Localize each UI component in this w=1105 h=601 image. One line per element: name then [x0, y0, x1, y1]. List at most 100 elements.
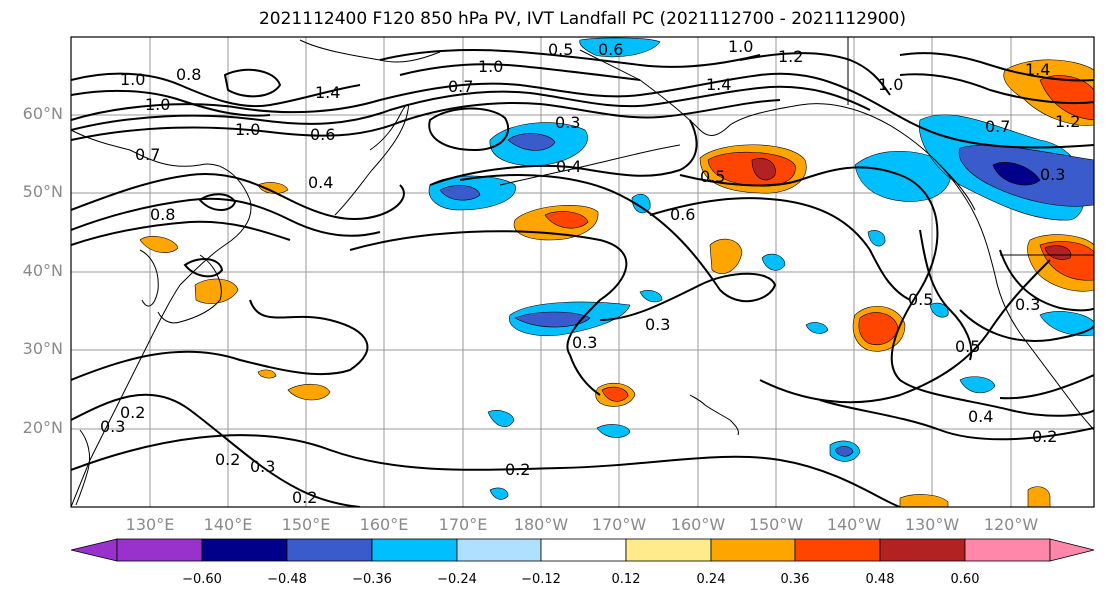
coast-korea: [139, 249, 159, 307]
contour-label: 1.2: [778, 47, 803, 66]
contour-label: 0.3: [1040, 165, 1065, 184]
lon-label: 130°E: [125, 515, 175, 534]
contour-0-2-south: [71, 434, 901, 507]
contour-nw-2: [71, 89, 271, 117]
colorbar-tick-label: −0.24: [437, 572, 477, 587]
contour-closed-2: [198, 193, 237, 211]
shade-negative-small-6: [805, 322, 829, 334]
contour-label: 0.8: [150, 205, 175, 224]
coast-us-west: [994, 274, 1094, 431]
contour-label: 0.3: [250, 457, 275, 476]
contour-label: 0.8: [176, 65, 201, 84]
contour-label: 0.6: [670, 205, 695, 224]
coast-philippines: [75, 429, 91, 506]
colorbar-tick-label: 0.12: [611, 572, 641, 587]
lon-label: 140°W: [826, 515, 882, 534]
shade-negative-kamchatka-inner: [439, 185, 481, 201]
contour-n-2: [399, 63, 641, 81]
colorbar-tick-label: 0.60: [950, 572, 980, 587]
shade-positive-small-2: [287, 383, 331, 401]
shade-positive-small-4: [257, 182, 289, 194]
contour-label: 0.2: [120, 403, 145, 422]
shade-positive-midpac-north-inner: [544, 211, 589, 229]
lon-label: 120°W: [983, 515, 1039, 534]
contour-label: 0.4: [556, 157, 581, 176]
contour-label: 0.5: [548, 40, 573, 59]
ivt-shading: [139, 37, 1094, 507]
coast-kamchatka: [334, 104, 409, 216]
lon-label: 160°W: [670, 515, 726, 534]
contour-label: 0.7: [448, 77, 473, 96]
contour-label: 0.2: [1032, 427, 1057, 446]
colorbar-bin: [286, 538, 373, 562]
contour-closed-3: [183, 258, 224, 278]
shade-positive-small-6: [1027, 486, 1051, 507]
contour-label: 0.3: [100, 417, 125, 436]
lon-label: 170°E: [438, 515, 488, 534]
colorbar-tick-label: 0.24: [696, 572, 726, 587]
colorbar-bin: [710, 538, 796, 562]
contour-label: 0.6: [598, 40, 623, 59]
contour-label: 0.2: [505, 460, 530, 479]
coastlines: [71, 37, 1094, 507]
colorbar-bin: [879, 538, 966, 562]
contour-label: 1.4: [315, 83, 340, 102]
contour-0-3-west: [759, 259, 1051, 404]
shade-negative-small-1: [631, 193, 651, 214]
lat-label: 30°N: [22, 339, 63, 358]
map-gridlines: [71, 37, 1094, 507]
shade-negative-midpac-inner: [514, 311, 591, 328]
contour-label: 1.0: [728, 37, 753, 56]
contour-0-5-c: [919, 229, 973, 361]
contour-jp-1: [71, 173, 405, 221]
contour-0-3-se: [999, 249, 1094, 312]
coast-asia: [71, 129, 252, 507]
shade-positive-small-5: [899, 494, 949, 507]
lon-label: 150°W: [748, 515, 804, 534]
lat-label: 50°N: [22, 182, 63, 201]
shade-positive-subtrop-inner: [601, 386, 629, 402]
contour-ne-3: [71, 99, 781, 141]
coast-bc: [934, 159, 996, 276]
colorbar-tick-label: 0.48: [865, 572, 895, 587]
map-title: 2021112400 F120 850 hPa PV, IVT Landfall…: [258, 9, 906, 29]
contour-0-3-mid: [349, 230, 628, 396]
contour-closed-1: [428, 107, 510, 152]
contour-label: 0.2: [292, 488, 317, 507]
contour-label: 1.4: [706, 75, 731, 94]
contour-east-1: [899, 52, 1094, 82]
colorbar-bin: [371, 538, 458, 562]
colorbar-bin: [625, 538, 712, 562]
colorbar-tick-label: −0.12: [521, 572, 561, 587]
lon-label: 130°W: [904, 515, 960, 534]
colorbar-tick-label: −0.36: [352, 572, 392, 587]
contour-labels: 0.8 1.0 1.0 0.7 1.4 1.0 0.6 0.7 1.0 0.5 …: [100, 37, 1080, 507]
contour-label: 1.4: [1025, 60, 1050, 79]
shade-positive-ne-inner: [1039, 75, 1094, 121]
map-frame: [70, 36, 1095, 508]
lon-label: 180°W: [513, 515, 569, 534]
shade-negative-small-3-inner: [834, 446, 854, 457]
contour-closed-4: [223, 68, 282, 98]
shade-negative-small-5: [487, 410, 515, 427]
contour-label: 0.3: [555, 113, 580, 132]
contour-label: 1.0: [478, 57, 503, 76]
colorbar-tick-label: −0.48: [267, 572, 307, 587]
contour-0-2-east: [819, 399, 1094, 441]
shade-positive-small-3: [139, 236, 179, 253]
coast-aleutians: [499, 144, 681, 186]
shade-positive-small-1: [709, 238, 743, 274]
contour-label: 0.4: [308, 173, 333, 192]
contour-label: 0.6: [310, 125, 335, 144]
contour-n-1: [379, 49, 761, 68]
colorbar-tick-label: −0.60: [182, 572, 222, 587]
colorbar: [70, 538, 1095, 562]
contour-label: 0.3: [1015, 295, 1040, 314]
shade-negative-small-7: [867, 230, 886, 247]
contour-label: 0.4: [968, 407, 993, 426]
contour-nw-1: [71, 72, 361, 108]
contour-jp-3: [71, 220, 291, 246]
colorbar-bin: [540, 538, 627, 562]
lat-label: 20°N: [22, 418, 63, 437]
